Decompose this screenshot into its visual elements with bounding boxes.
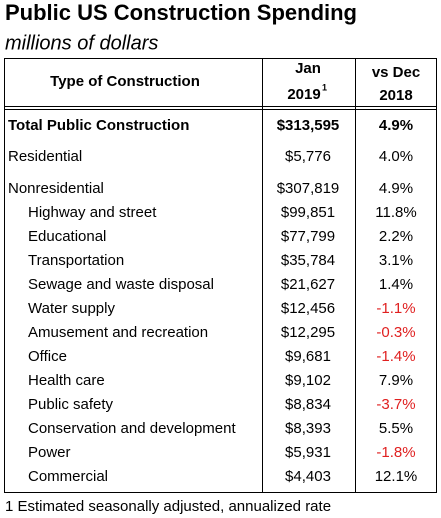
column-header: vs Dec	[372, 64, 420, 81]
value-cell: $9,681	[285, 348, 331, 365]
row-label: Sewage and waste disposal	[28, 276, 214, 293]
row-label: Conservation and development	[28, 420, 236, 437]
value-cell: $12,456	[281, 300, 335, 317]
value-cell: $313,595	[277, 117, 340, 134]
column-header: 2018	[379, 87, 412, 104]
value-cell: $4,403	[285, 468, 331, 485]
row-label: Total Public Construction	[8, 117, 189, 134]
value-cell: $21,627	[281, 276, 335, 293]
row-label: Transportation	[28, 252, 124, 269]
table-border	[4, 58, 437, 493]
row-label: Amusement and recreation	[28, 324, 208, 341]
footnote: 1 Estimated seasonally adjusted, annuali…	[5, 498, 331, 515]
change-cell: 12.1%	[375, 468, 418, 485]
change-cell: 7.9%	[379, 372, 413, 389]
row-label: Power	[28, 444, 71, 461]
change-cell: 11.8%	[375, 204, 416, 221]
row-label: Commercial	[28, 468, 108, 485]
title: Public US Construction Spending	[5, 0, 357, 25]
value-cell: $12,295	[281, 324, 335, 341]
row-label: Educational	[28, 228, 106, 245]
change-cell: 3.1%	[379, 252, 413, 269]
row-label: Office	[28, 348, 67, 365]
value-cell: $5,776	[285, 148, 331, 165]
change-cell: -1.1%	[376, 300, 415, 317]
change-cell: 4.9%	[379, 180, 413, 197]
column-header: 2019	[287, 86, 320, 103]
value-cell: $9,102	[285, 372, 331, 389]
change-cell: 1.4%	[379, 276, 413, 293]
row-label: Nonresidential	[8, 180, 104, 197]
row-label: Health care	[28, 372, 105, 389]
subtitle: millions of dollars	[5, 32, 158, 54]
value-cell: $8,834	[285, 396, 331, 413]
row-label: Residential	[8, 148, 82, 165]
value-cell: $307,819	[277, 180, 340, 197]
change-cell: -1.8%	[376, 444, 415, 461]
row-label: Public safety	[28, 396, 114, 413]
row-label: Water supply	[28, 300, 115, 317]
change-cell: -0.3%	[376, 324, 415, 341]
value-cell: $35,784	[281, 252, 335, 269]
column-header: Jan	[295, 60, 321, 77]
change-cell: -3.7%	[376, 396, 415, 413]
value-cell: $8,393	[285, 420, 331, 437]
value-cell: $5,931	[285, 444, 331, 461]
change-cell: 2.2%	[379, 228, 413, 245]
change-cell: 5.5%	[379, 420, 413, 437]
column-header: Type of Construction	[50, 73, 200, 90]
value-cell: $77,799	[281, 228, 335, 245]
row-label: Highway and street	[28, 204, 157, 221]
footnote-marker: 1	[322, 82, 327, 92]
change-cell: -1.4%	[376, 348, 415, 365]
change-cell: 4.0%	[379, 148, 413, 165]
change-cell: 4.9%	[379, 117, 413, 134]
value-cell: $99,851	[281, 204, 335, 221]
